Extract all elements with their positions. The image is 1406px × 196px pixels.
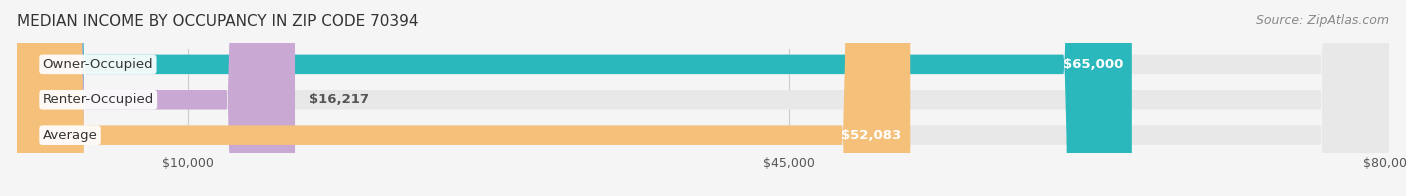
Text: Average: Average [42, 129, 97, 142]
FancyBboxPatch shape [17, 0, 1132, 196]
Text: $65,000: $65,000 [1063, 58, 1123, 71]
Text: $16,217: $16,217 [309, 93, 368, 106]
Text: $52,083: $52,083 [841, 129, 901, 142]
Text: Renter-Occupied: Renter-Occupied [42, 93, 153, 106]
FancyBboxPatch shape [17, 0, 1389, 196]
FancyBboxPatch shape [17, 0, 1389, 196]
FancyBboxPatch shape [17, 0, 295, 196]
Text: MEDIAN INCOME BY OCCUPANCY IN ZIP CODE 70394: MEDIAN INCOME BY OCCUPANCY IN ZIP CODE 7… [17, 14, 419, 29]
FancyBboxPatch shape [17, 0, 910, 196]
FancyBboxPatch shape [17, 0, 1389, 196]
Text: Owner-Occupied: Owner-Occupied [42, 58, 153, 71]
Text: Source: ZipAtlas.com: Source: ZipAtlas.com [1256, 14, 1389, 27]
